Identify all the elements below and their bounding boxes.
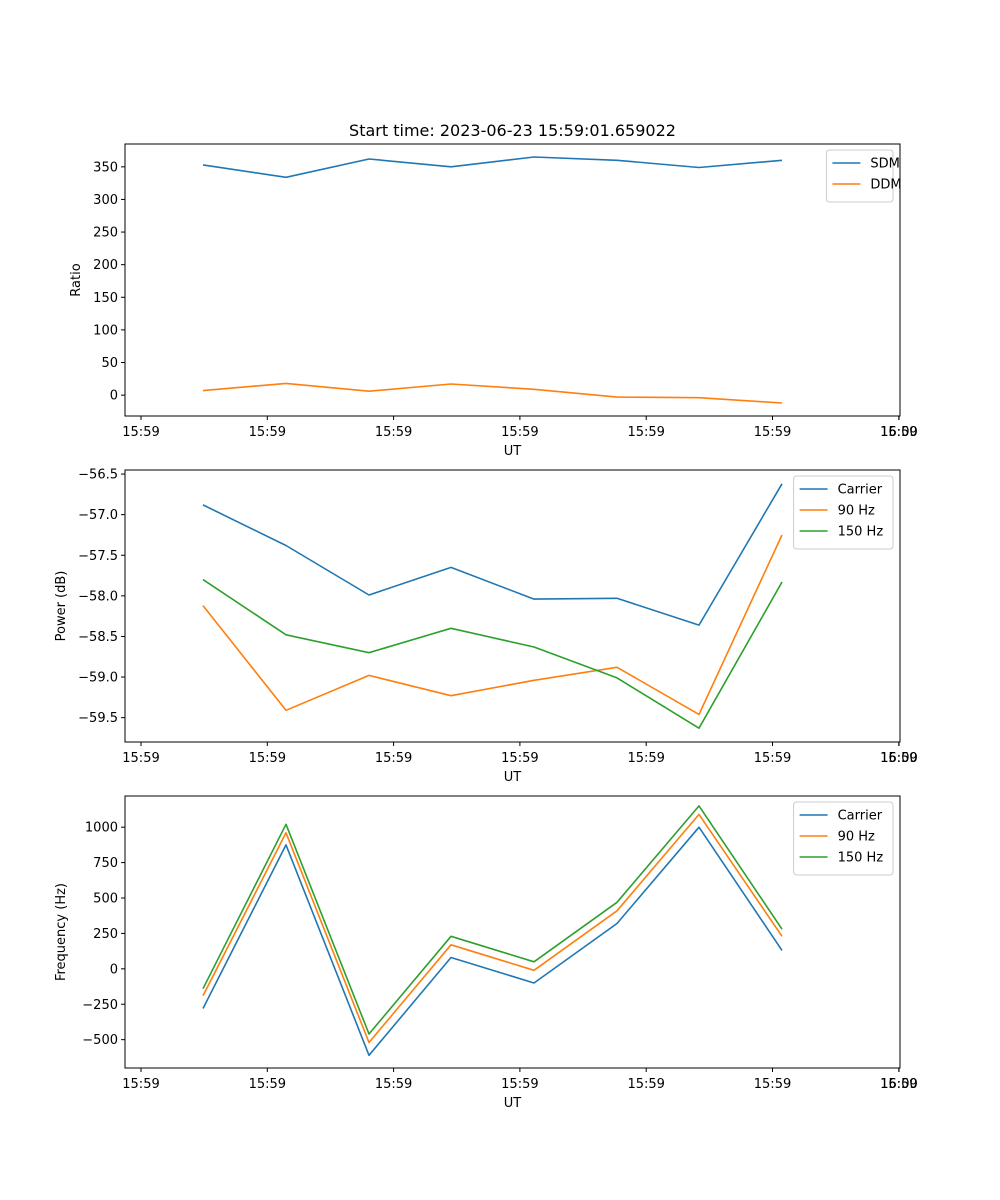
series-line-carrier bbox=[202, 483, 783, 626]
x-tick-label: 15:59 bbox=[249, 751, 286, 766]
y-tick-label: −59.5 bbox=[78, 711, 118, 726]
x-tick-label: 15:59 bbox=[627, 425, 664, 440]
legend-label: Carrier bbox=[838, 483, 883, 498]
x-axis-label: UT bbox=[504, 1096, 522, 1111]
y-tick-label: −250 bbox=[82, 998, 118, 1013]
x-tick-label: 15:59 bbox=[122, 425, 159, 440]
legend-label: 150 Hz bbox=[838, 851, 884, 866]
legend-label: DDM bbox=[870, 178, 901, 193]
legend: SDM DDM bbox=[825, 149, 902, 203]
x-tick-label: 15:59 bbox=[880, 425, 917, 440]
x-tick-label: 16:00 bbox=[880, 425, 917, 440]
axes-frame bbox=[124, 795, 901, 1069]
x-tick-label: 15:59 bbox=[375, 1077, 412, 1092]
x-tick-label: 16:00 bbox=[880, 751, 917, 766]
y-tick-label: −58.0 bbox=[78, 589, 118, 604]
x-tick-label: 15:59 bbox=[501, 425, 538, 440]
legend-label: SDM bbox=[870, 157, 899, 172]
y-tick-label: 300 bbox=[93, 193, 118, 208]
x-tick-label: 15:59 bbox=[627, 751, 664, 766]
y-tick-label: 250 bbox=[93, 226, 118, 241]
x-tick-label: 15:59 bbox=[375, 425, 412, 440]
x-tick-label: 15:59 bbox=[249, 425, 286, 440]
y-axis-label: Power (dB) bbox=[54, 571, 69, 642]
y-axis-label: Ratio bbox=[69, 263, 84, 296]
legend: Carrier 90 Hz 150 Hz bbox=[793, 475, 894, 550]
x-tick-label: 15:59 bbox=[375, 751, 412, 766]
x-axis-label: UT bbox=[504, 444, 522, 459]
x-tick-label: 15:59 bbox=[754, 751, 791, 766]
chart-panel-1: Start time: 2023-06-23 15:59:01.659022 0 5… bbox=[69, 121, 918, 459]
x-tick-label: 15:59 bbox=[880, 751, 917, 766]
legend-label: 150 Hz bbox=[838, 525, 884, 540]
y-tick-label: 0 bbox=[110, 389, 118, 404]
legend-label: 90 Hz bbox=[838, 504, 875, 519]
x-tick-label: 15:59 bbox=[754, 1077, 791, 1092]
series-line-150-hz bbox=[202, 805, 783, 1035]
y-tick-label: −57.0 bbox=[78, 508, 118, 523]
y-tick-label: 0 bbox=[110, 962, 118, 977]
x-axis-label: UT bbox=[504, 770, 522, 785]
y-axis-label: Frequency (Hz) bbox=[54, 883, 69, 981]
chart-panel-3: −500 −250 0 250 500 750 1000 15:59 15:59 15:59 15:… bbox=[54, 795, 918, 1111]
series-line-sdm bbox=[202, 156, 783, 179]
chart-title: Start time: 2023-06-23 15:59:01.659022 bbox=[349, 121, 676, 140]
y-tick-label: 50 bbox=[101, 356, 118, 371]
x-tick-label: 15:59 bbox=[122, 751, 159, 766]
series-line-90-hz bbox=[202, 534, 783, 716]
series-line-carrier bbox=[202, 826, 783, 1057]
y-tick-label: 150 bbox=[93, 291, 118, 306]
x-tick-label: 15:59 bbox=[627, 1077, 664, 1092]
x-tick-label: 15:59 bbox=[880, 1077, 917, 1092]
y-tick-label: 750 bbox=[93, 856, 118, 871]
series-line-90-hz bbox=[202, 813, 783, 1044]
y-tick-label: 350 bbox=[93, 160, 118, 175]
y-tick-label: −56.5 bbox=[78, 468, 118, 483]
y-tick-label: 500 bbox=[93, 892, 118, 907]
legend-label: Carrier bbox=[838, 809, 883, 824]
x-tick-label: 15:59 bbox=[249, 1077, 286, 1092]
y-tick-label: −59.0 bbox=[78, 671, 118, 686]
y-tick-label: −500 bbox=[82, 1033, 118, 1048]
panels: Start time: 2023-06-23 15:59:01.659022 0 5… bbox=[54, 121, 918, 1111]
y-tick-label: 250 bbox=[93, 927, 118, 942]
axes-frame bbox=[124, 469, 901, 743]
x-tick-label: 15:59 bbox=[501, 1077, 538, 1092]
x-tick-label: 15:59 bbox=[501, 751, 538, 766]
x-tick-label: 15:59 bbox=[754, 425, 791, 440]
y-tick-label: 1000 bbox=[85, 821, 118, 836]
y-tick-label: −58.5 bbox=[78, 630, 118, 645]
x-tick-label: 16:00 bbox=[880, 1077, 917, 1092]
legend: Carrier 90 Hz 150 Hz bbox=[793, 801, 894, 876]
series-line-150-hz bbox=[202, 578, 783, 730]
y-tick-label: 100 bbox=[93, 323, 118, 338]
x-tick-label: 15:59 bbox=[122, 1077, 159, 1092]
legend-label: 90 Hz bbox=[838, 830, 875, 845]
axes-frame bbox=[124, 143, 901, 417]
y-tick-label: 200 bbox=[93, 258, 118, 273]
series-line-ddm bbox=[202, 382, 783, 404]
y-tick-label: −57.5 bbox=[78, 549, 118, 564]
chart-panel-2: −59.5 −59.0 −58.5 −58.0 −57.5 −57.0 −56.5 15:59… bbox=[54, 468, 918, 785]
